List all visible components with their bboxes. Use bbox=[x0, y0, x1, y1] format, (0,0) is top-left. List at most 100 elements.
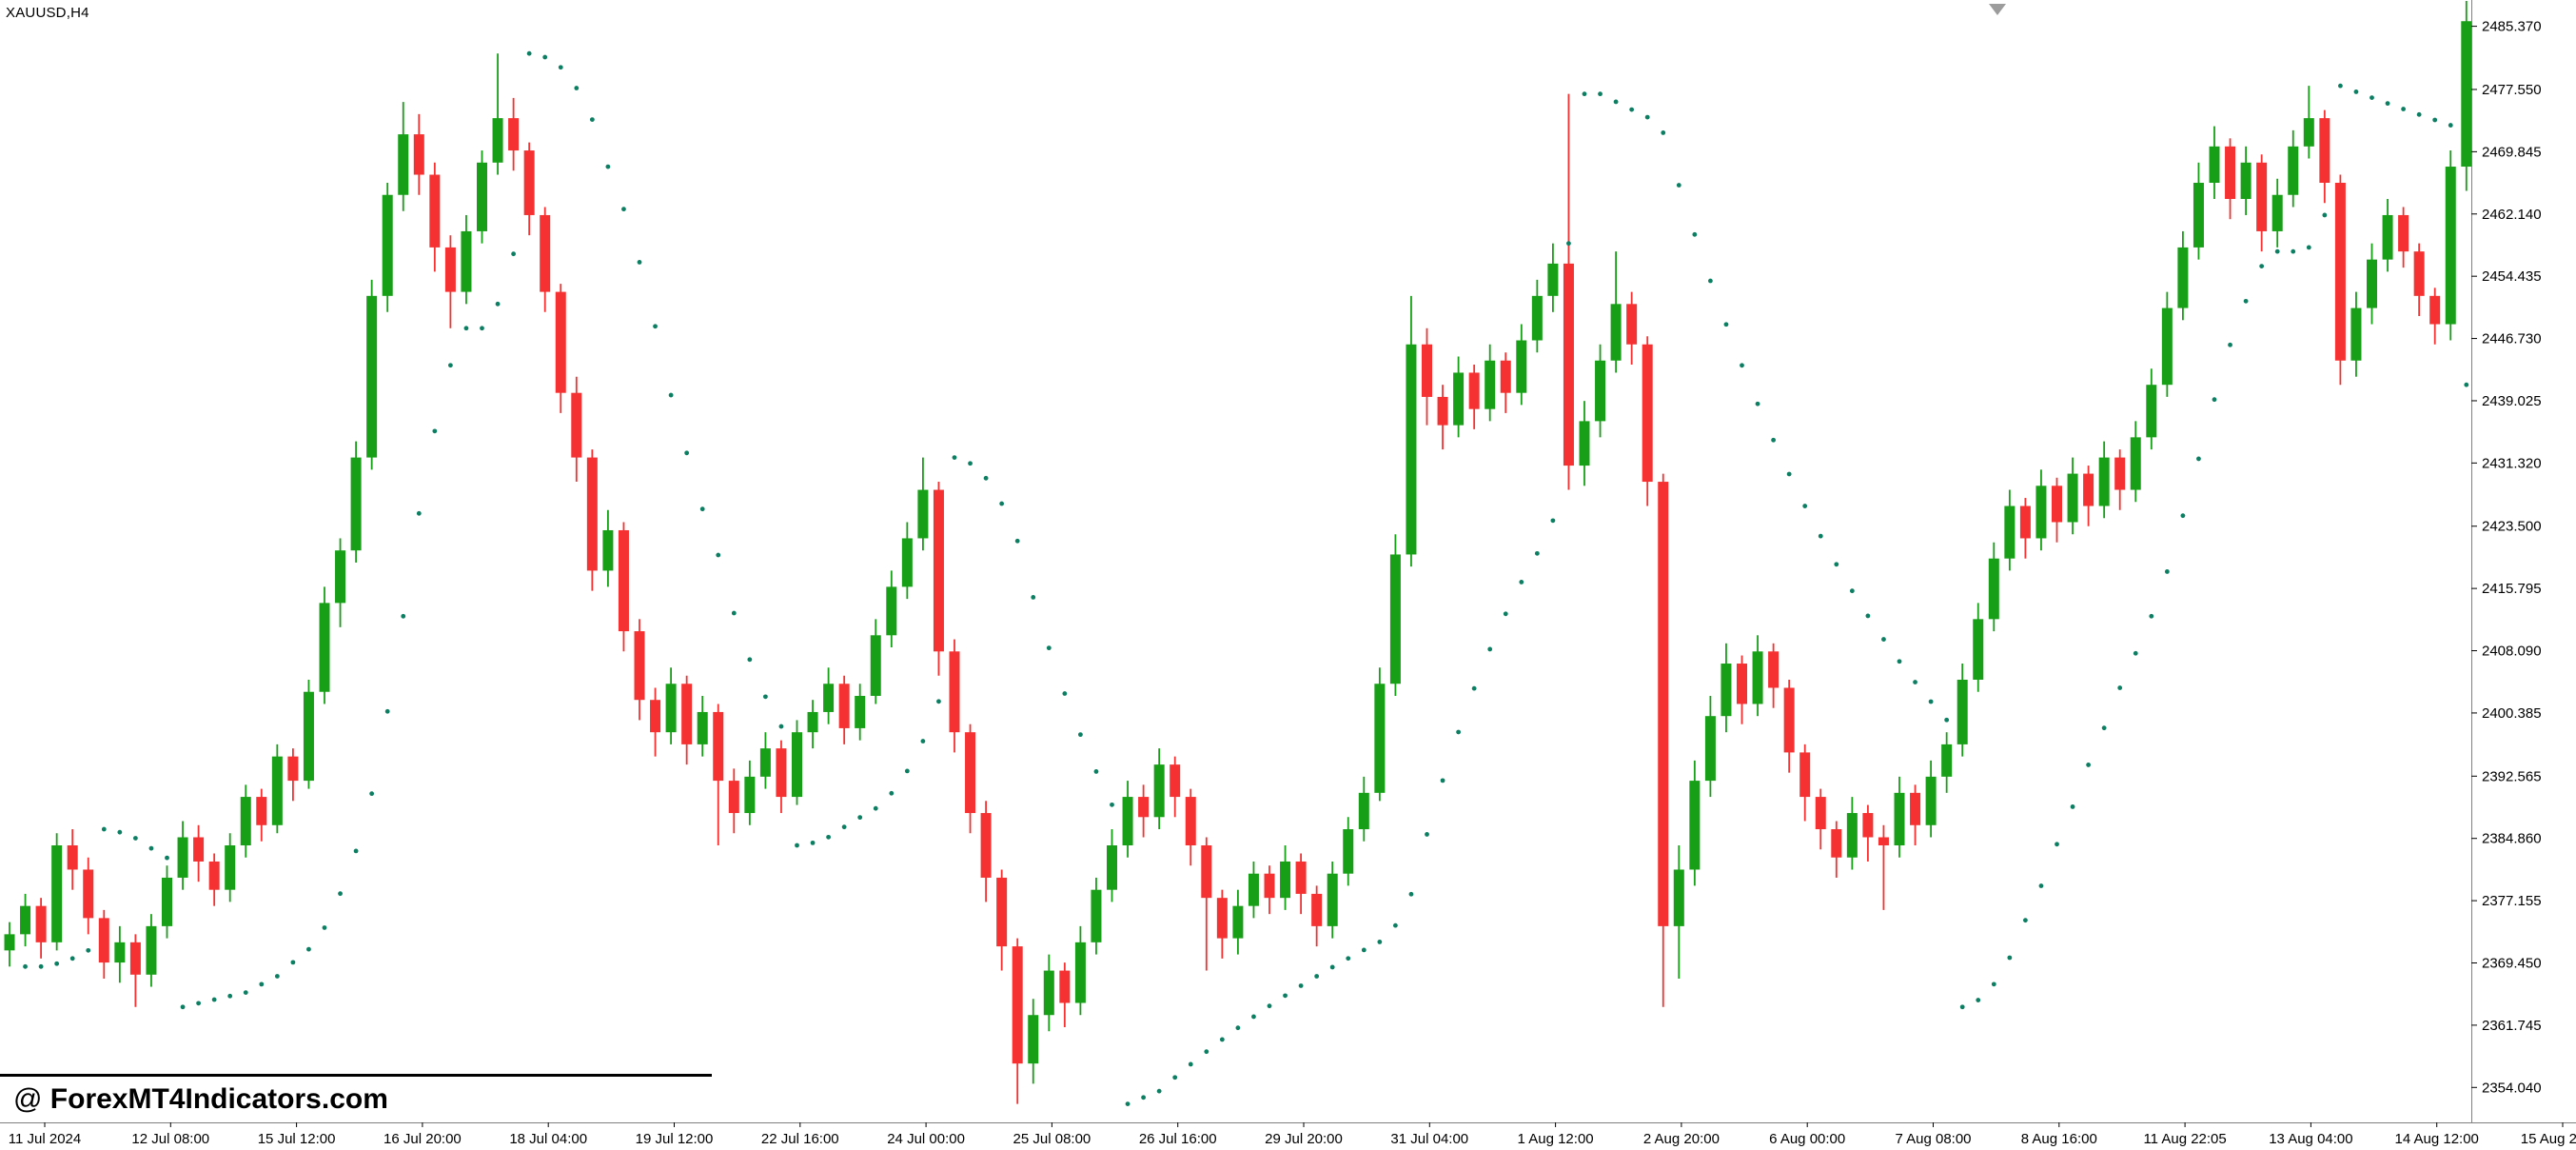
candle-body bbox=[2288, 146, 2299, 195]
psar-dot bbox=[1314, 974, 1320, 979]
candle-body bbox=[728, 781, 739, 814]
psar-dot bbox=[2432, 117, 2438, 123]
psar-dot bbox=[2212, 397, 2217, 403]
psar-dot bbox=[2086, 763, 2092, 767]
psar-dot bbox=[1865, 613, 1871, 619]
candle-body bbox=[1153, 764, 1165, 818]
candle-body bbox=[2367, 259, 2377, 308]
time-axis-label: 11 Aug 22:05 bbox=[2143, 1131, 2226, 1147]
candle-body bbox=[382, 194, 393, 296]
candle-body bbox=[1122, 797, 1133, 845]
candle-body bbox=[2035, 486, 2047, 539]
psar-dot bbox=[196, 1001, 202, 1006]
psar-dot bbox=[1125, 1101, 1131, 1107]
candle-body bbox=[114, 942, 126, 963]
time-axis-label: 7 Aug 08:00 bbox=[1895, 1131, 1971, 1147]
candle-body bbox=[1295, 861, 1307, 894]
candle-body bbox=[67, 844, 78, 870]
psar-dot bbox=[1881, 637, 1886, 642]
candles-layer bbox=[4, 1, 2472, 1104]
psar-dot bbox=[1283, 993, 1288, 999]
candle-body bbox=[917, 489, 929, 539]
psar-dot bbox=[1456, 729, 1461, 735]
psar-dot bbox=[1708, 278, 1713, 284]
psar-dot bbox=[904, 768, 910, 774]
price-axis-label: 2423.500 bbox=[2482, 519, 2542, 535]
psar-dot bbox=[2007, 955, 2013, 961]
candle-body bbox=[2382, 214, 2393, 260]
psar-dot bbox=[243, 990, 248, 995]
psar-dot bbox=[448, 363, 453, 368]
psar-dot bbox=[338, 891, 343, 897]
psar-dot bbox=[795, 843, 799, 848]
candle-body bbox=[1815, 797, 1826, 830]
price-axis-label: 2354.040 bbox=[2482, 1080, 2542, 1096]
candle-body bbox=[855, 695, 866, 728]
psar-dot bbox=[1582, 91, 1587, 97]
candle-body bbox=[1028, 1015, 1039, 1064]
time-axis-label: 25 Jul 08:00 bbox=[1013, 1131, 1091, 1147]
price-axis-label: 2439.025 bbox=[2482, 393, 2542, 409]
psar-dot bbox=[353, 848, 359, 854]
candle-body bbox=[225, 844, 236, 890]
candle-body bbox=[1327, 873, 1338, 926]
chart-shift-marker-icon[interactable] bbox=[1989, 4, 2006, 15]
candle-body bbox=[2413, 251, 2425, 296]
candle-body bbox=[1925, 776, 1937, 825]
time-axis-label: 12 Jul 08:00 bbox=[131, 1131, 209, 1147]
candle-body bbox=[792, 732, 802, 798]
psar-dot bbox=[2259, 264, 2265, 268]
psar-dot bbox=[1676, 183, 1681, 188]
candle-body bbox=[2256, 162, 2268, 231]
candle-body bbox=[20, 905, 31, 935]
psar-dot bbox=[936, 699, 941, 704]
price-axis-label: 2415.795 bbox=[2482, 581, 2542, 597]
candle-body bbox=[744, 776, 756, 814]
price-axis[interactable]: 2485.370 2477.550 2469.845 2462.140 2454.435… bbox=[2471, 0, 2576, 1150]
price-axis-background bbox=[2471, 0, 2576, 1150]
psar-dot bbox=[747, 657, 753, 663]
candle-body bbox=[1626, 304, 1638, 345]
candle-body bbox=[1642, 344, 1653, 483]
psar-dot bbox=[2385, 101, 2390, 107]
candle-body bbox=[129, 942, 141, 975]
psar-dot bbox=[2055, 842, 2059, 847]
psar-dot bbox=[117, 829, 123, 835]
candle-body bbox=[1862, 813, 1874, 838]
psar-dot bbox=[983, 475, 989, 481]
candle-body bbox=[1610, 304, 1622, 361]
psar-dot bbox=[2416, 111, 2422, 117]
candle-body bbox=[1280, 861, 1291, 899]
psar-dot bbox=[1613, 99, 1619, 105]
psar-dot bbox=[889, 790, 895, 796]
candle-body bbox=[2019, 506, 2031, 539]
time-axis[interactable]: 11 Jul 2024 12 Jul 08:00 15 Jul 12:00 16 Ju… bbox=[0, 1122, 2576, 1150]
psar-dot bbox=[1346, 956, 1351, 962]
candle-body bbox=[1216, 898, 1228, 939]
candle-body bbox=[1579, 421, 1590, 466]
psar-dot bbox=[2448, 123, 2453, 128]
candle-body bbox=[1170, 764, 1181, 798]
candle-body bbox=[1389, 554, 1401, 684]
psar-dot bbox=[1251, 1014, 1256, 1020]
psar-dot bbox=[1723, 322, 1729, 327]
candle-body bbox=[177, 837, 188, 878]
psar-dot bbox=[1786, 471, 1792, 477]
psar-dot bbox=[1078, 732, 1083, 738]
psar-dot bbox=[1661, 130, 1666, 135]
psar-dot bbox=[1566, 241, 1571, 247]
candle-body bbox=[429, 174, 441, 248]
candle-body bbox=[1531, 295, 1543, 341]
candle-body bbox=[162, 877, 172, 926]
psar-dot bbox=[841, 824, 847, 830]
psar-dot bbox=[401, 613, 406, 619]
candle-body bbox=[1595, 360, 1606, 422]
time-axis-label: 19 Jul 12:00 bbox=[636, 1131, 714, 1147]
psar-dot bbox=[1471, 685, 1477, 691]
psar-dot bbox=[1629, 107, 1635, 112]
psar-dot bbox=[2291, 248, 2296, 254]
candle-body bbox=[2146, 385, 2157, 438]
psar-dot bbox=[2117, 685, 2123, 690]
candle-body bbox=[271, 756, 283, 825]
